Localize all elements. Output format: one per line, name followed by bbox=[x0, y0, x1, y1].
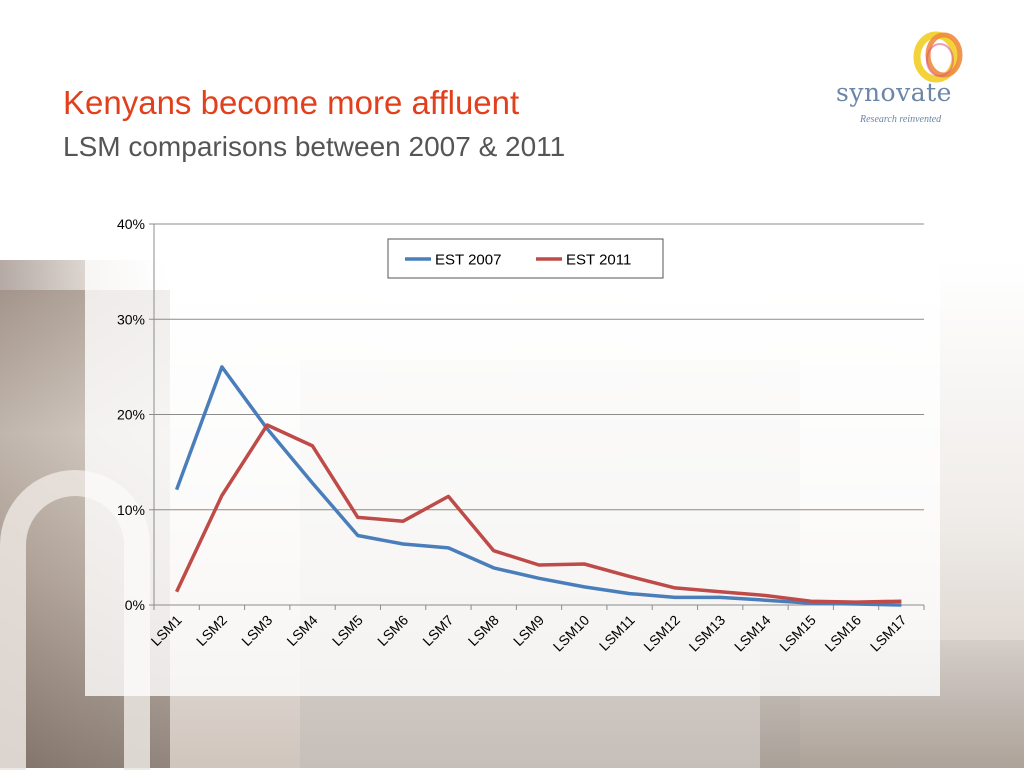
chart-series bbox=[174, 365, 902, 607]
x-tick-label: LSM2 bbox=[193, 612, 230, 649]
logo-wordmark: synovate bbox=[836, 78, 952, 107]
chart-legend: EST 2007 EST 2011 bbox=[387, 238, 664, 279]
x-axis-labels: LSM1 LSM2 LSM3 LSM4 LSM5 LSM6 LSM7 LSM8 LSM9 LSM1… bbox=[148, 612, 910, 655]
series-line bbox=[174, 365, 902, 607]
x-tick-label: LSM6 bbox=[374, 612, 411, 649]
x-tick-label: LSM13 bbox=[686, 612, 729, 655]
x-tick-label: LSM11 bbox=[596, 612, 638, 654]
y-axis-labels: 0% 10% 20% 30% 40% bbox=[117, 216, 145, 613]
x-tick-label: LSM9 bbox=[510, 612, 547, 649]
x-tick-label: LSM7 bbox=[419, 612, 456, 649]
x-tick-label: LSM12 bbox=[640, 612, 683, 655]
y-tick-label: 20% bbox=[117, 407, 145, 423]
slide-subtitle: LSM comparisons between 2007 & 2011 bbox=[63, 131, 566, 162]
y-tick-label: 30% bbox=[117, 311, 145, 327]
x-tick-label: LSM15 bbox=[776, 612, 819, 655]
slide-title: Kenyans become more affluent bbox=[63, 84, 520, 121]
synovate-logo: synovate Research reinvented bbox=[832, 30, 982, 130]
x-tick-label: LSM17 bbox=[867, 612, 910, 655]
x-tick-label: LSM10 bbox=[550, 612, 593, 655]
x-tick-label: LSM1 bbox=[148, 612, 185, 649]
x-tick-label: LSM14 bbox=[731, 612, 774, 655]
x-tick-label: LSM4 bbox=[283, 612, 320, 649]
plot-panel bbox=[85, 196, 940, 696]
legend-label: EST 2011 bbox=[566, 252, 631, 269]
chart-axes bbox=[149, 223, 925, 610]
y-tick-label: 0% bbox=[125, 597, 145, 613]
chart-gridlines bbox=[154, 223, 924, 511]
legend-box bbox=[387, 238, 664, 279]
x-tick-label: LSM16 bbox=[821, 612, 864, 655]
y-tick-label: 10% bbox=[117, 502, 145, 518]
y-tick-label: 40% bbox=[117, 216, 145, 232]
x-tick-label: LSM8 bbox=[465, 612, 502, 649]
logo-rings-icon bbox=[913, 31, 963, 83]
series-line bbox=[175, 423, 902, 604]
logo-tagline: Research reinvented bbox=[860, 114, 942, 125]
legend-label: EST 2007 bbox=[435, 252, 501, 269]
x-tick-label: LSM5 bbox=[329, 612, 366, 649]
x-tick-label: LSM3 bbox=[238, 612, 275, 649]
